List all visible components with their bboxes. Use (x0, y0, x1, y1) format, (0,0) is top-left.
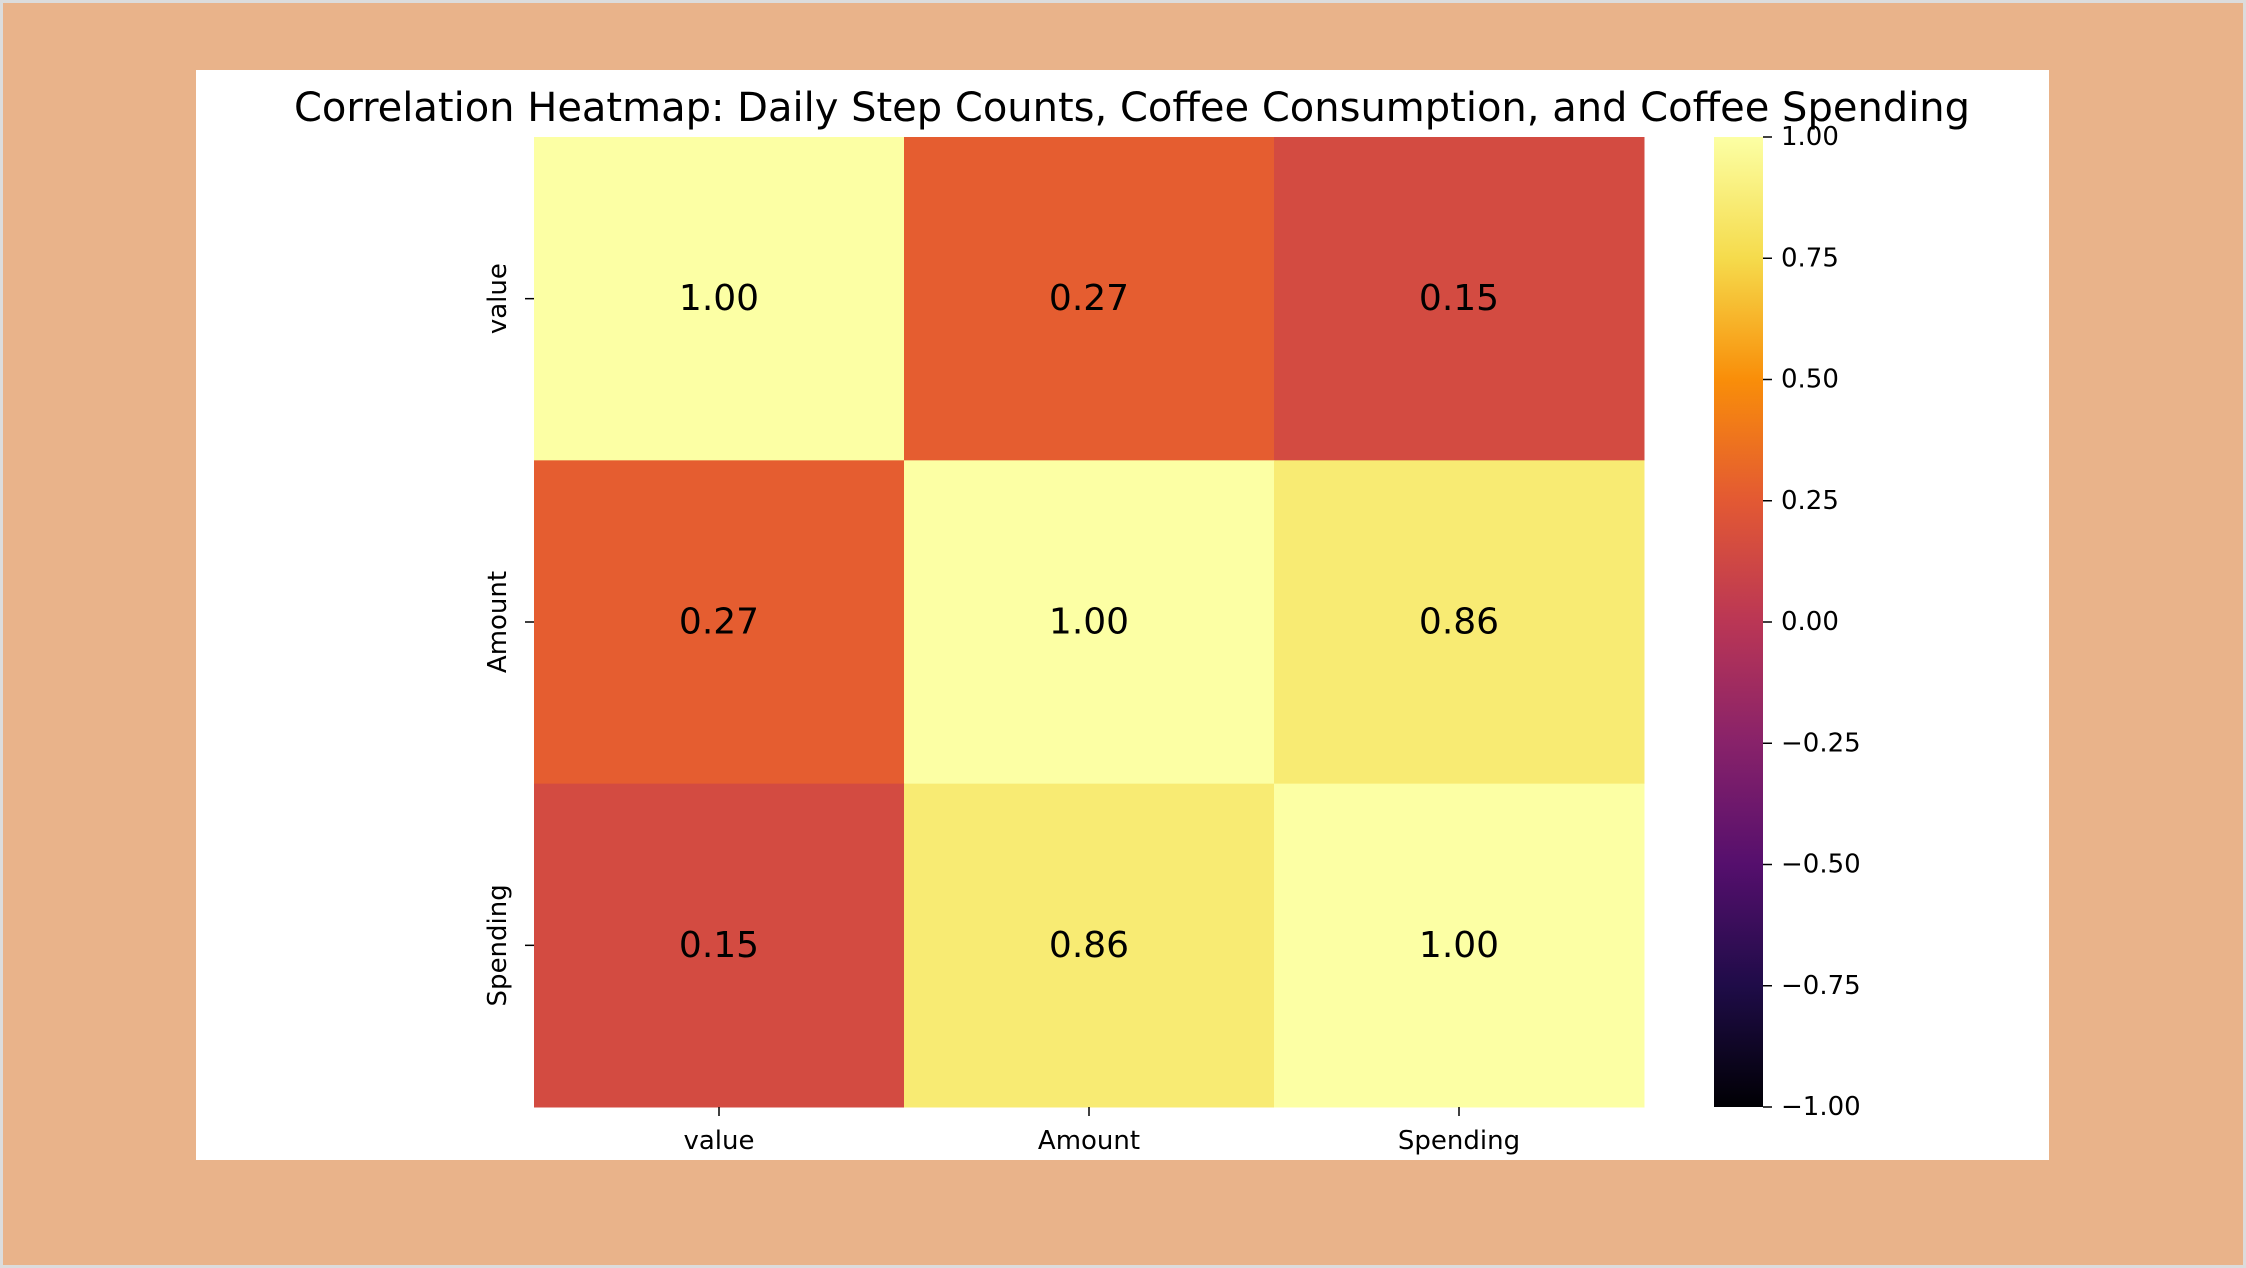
x-tick-label: Amount (1038, 1126, 1140, 1156)
colorbar-tick-label: 0.00 (1781, 607, 1839, 637)
colorbar-tick-label: 0.50 (1781, 365, 1839, 395)
heatmap-cell (904, 137, 1275, 461)
x-tick-label: value (683, 1126, 754, 1156)
cell-value-label: 1.00 (1049, 602, 1129, 643)
y-axis: value Amount Spending (483, 263, 534, 1006)
heatmap-cell (534, 137, 905, 461)
cell-value-label: 0.27 (1049, 278, 1129, 319)
heatmap-cell (534, 783, 905, 1108)
y-tick-label: Amount (483, 571, 513, 673)
cell-value-label: 1.00 (679, 278, 759, 319)
colorbar-tick-label: −0.50 (1781, 850, 1861, 880)
colorbar-tick-label: −0.25 (1781, 728, 1861, 758)
cell-value-label: 0.86 (1419, 602, 1499, 643)
cell-value-label: 0.15 (1419, 278, 1499, 319)
chart-title: Correlation Heatmap: Daily Step Counts, … (294, 85, 1970, 131)
cell-value-label: 0.27 (679, 602, 759, 643)
heatmap-cell (534, 460, 905, 785)
colorbar-tick-label: −1.00 (1781, 1092, 1861, 1122)
heatmap-chart: Correlation Heatmap: Daily Step Counts, … (3, 3, 2243, 1265)
colorbar-tick-label: −0.75 (1781, 971, 1861, 1001)
colorbar (1714, 137, 1763, 1107)
heatmap-cell (1274, 137, 1645, 461)
colorbar-tick-label: 0.75 (1781, 243, 1839, 273)
y-tick-label: value (483, 263, 513, 334)
heatmap-cell (1274, 460, 1645, 785)
x-axis: value Amount Spending (683, 1107, 1520, 1156)
colorbar-tick-label: 0.25 (1781, 486, 1839, 516)
heatmap-cell (1274, 783, 1645, 1108)
colorbar-axis: 1.00 0.75 0.50 0.25 0.00 −0.25 −0.50 −0.75 −1.00 (1763, 122, 1861, 1122)
cell-value-label: 0.86 (1049, 925, 1129, 966)
heatmap-cells: 1.00 0.27 0.15 0.27 1.00 0.86 0.15 0.86 1.00 (534, 137, 1645, 1108)
heatmap-cell (904, 783, 1275, 1108)
cell-value-label: 1.00 (1419, 925, 1499, 966)
heatmap-cell (904, 460, 1275, 785)
y-tick-label: Spending (483, 884, 513, 1006)
cell-value-label: 0.15 (679, 925, 759, 966)
colorbar-tick-label: 1.00 (1781, 122, 1839, 152)
x-tick-label: Spending (1398, 1126, 1520, 1156)
